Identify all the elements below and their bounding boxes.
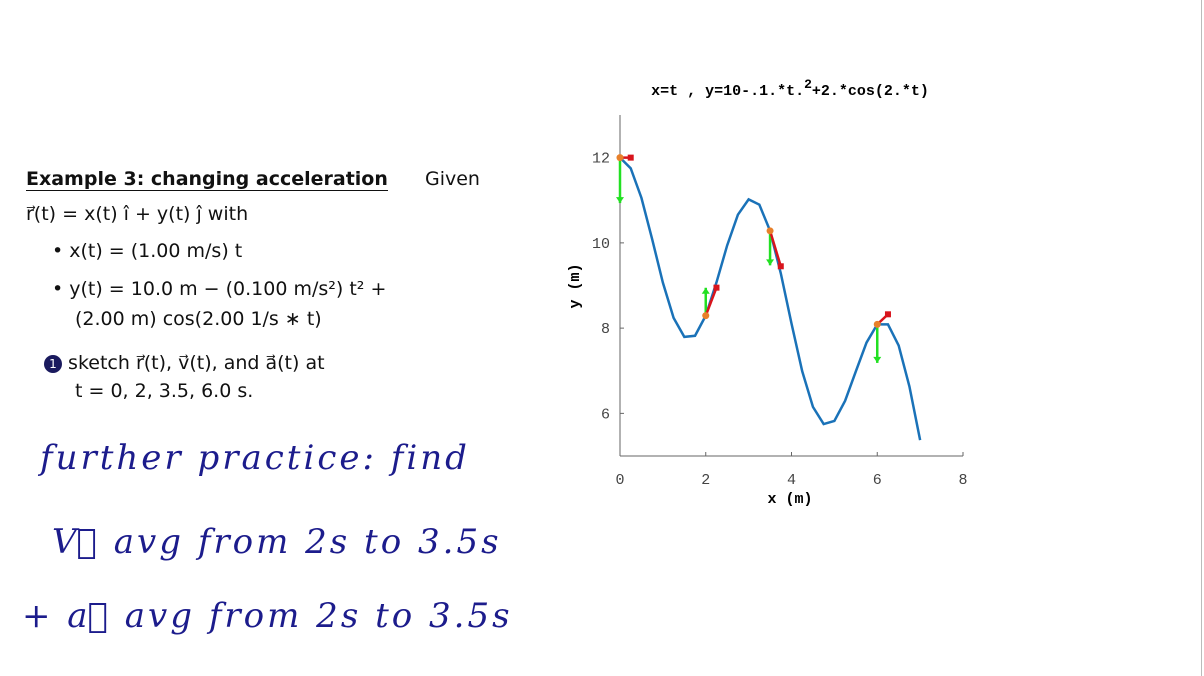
velocity-arrow <box>704 287 718 317</box>
bullet: • y(t) = 10.0 m − (0.100 m/s²) t² + <box>52 278 387 300</box>
handwriting: further practice: find <box>40 438 470 478</box>
bullet: • x(t) = (1.00 m/s) t <box>52 240 243 262</box>
x-tick-label: 0 <box>615 472 624 489</box>
text: (2.00 m) cos(2.00 1/s ∗ t) <box>75 308 322 330</box>
y-tick-label: 12 <box>592 151 610 168</box>
x-tick-label: 6 <box>873 472 882 489</box>
text: sketch r⃗(t), v⃗(t), and a⃗(t) at <box>68 352 325 374</box>
x-tick-label: 4 <box>787 472 796 489</box>
edge <box>1201 0 1202 676</box>
line: r⃗(t) = x(t) î + y(t) ĵ with <box>26 203 249 225</box>
text: t = 0, 2, 3.5, 6.0 s. <box>75 380 254 402</box>
x-tick-label: 2 <box>701 472 710 489</box>
x-axis-label: x (m) <box>767 491 812 508</box>
velocity-head <box>777 263 784 270</box>
acceleration-head <box>766 259 775 266</box>
acceleration-head <box>701 287 710 294</box>
handwriting: V⃗ avg from 2s to 3.5s <box>52 522 502 562</box>
text: x(t) = (1.00 m/s) t <box>69 240 243 262</box>
text: y(t) = 10.0 m − (0.100 m/s²) t² + <box>69 278 387 300</box>
point <box>702 312 710 320</box>
handwriting: + a⃗ avg from 2s to 3.5s <box>22 596 513 636</box>
chart-title: x=t , y=10-.1.*t.2+2.*cos(2.*t) <box>651 77 929 100</box>
velocity-head <box>627 154 634 161</box>
acceleration-head <box>873 356 882 363</box>
title-part: 2 <box>804 77 812 92</box>
item-number: 1 <box>44 354 62 373</box>
curve <box>619 156 922 441</box>
point <box>873 320 881 328</box>
velocity-head <box>713 284 720 291</box>
velocity-arrow <box>768 230 782 267</box>
point <box>766 227 774 235</box>
y-tick-label: 8 <box>601 321 610 338</box>
x-tick-label: 8 <box>958 472 967 489</box>
title-part: +2.*cos(2.*t) <box>812 83 929 100</box>
title-part: x=t , y=10-.1.*t. <box>651 83 804 100</box>
y-tick-label: 10 <box>592 236 610 253</box>
point <box>616 154 624 162</box>
y-tick-label: 6 <box>601 406 610 423</box>
y-axis-label: y (m) <box>567 263 584 308</box>
item: 1 sketch r⃗(t), v⃗(t), and a⃗(t) at <box>44 352 325 374</box>
velocity-head <box>884 311 891 318</box>
acceleration-head <box>616 197 624 204</box>
heading: Example 3: changing acceleration <box>26 168 388 191</box>
given: Given <box>425 168 480 190</box>
